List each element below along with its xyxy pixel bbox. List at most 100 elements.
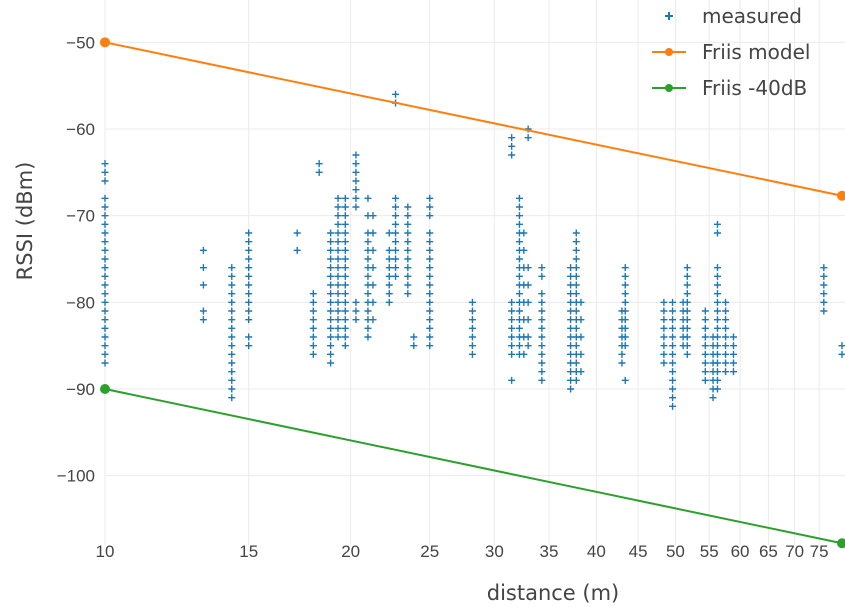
measured-point xyxy=(334,324,342,332)
measured-point xyxy=(385,298,393,306)
measured-point xyxy=(621,376,629,384)
measured-point xyxy=(101,238,109,246)
measured-point xyxy=(426,333,434,341)
measured-point xyxy=(101,255,109,263)
measured-point xyxy=(228,376,236,384)
y-tick-label: −50 xyxy=(66,33,95,52)
measured-point xyxy=(404,255,412,263)
measured-point xyxy=(334,333,342,341)
measured-point xyxy=(426,194,434,202)
measured-point xyxy=(334,272,342,280)
measured-point xyxy=(669,394,677,402)
measured-point xyxy=(334,298,342,306)
measured-point xyxy=(683,350,691,358)
measured-point xyxy=(228,342,236,350)
measured-point xyxy=(369,246,377,254)
measured-point xyxy=(621,333,629,341)
measured-point xyxy=(334,220,342,228)
measured-point xyxy=(426,264,434,272)
friis-40db-point xyxy=(837,538,845,549)
measured-point xyxy=(341,264,349,272)
measured-point xyxy=(426,290,434,298)
measured-point xyxy=(508,142,516,150)
measured-point xyxy=(820,281,828,289)
measured-point xyxy=(245,307,253,315)
x-axis-title: distance (m) xyxy=(487,581,620,605)
measured-point xyxy=(369,298,377,306)
measured-point xyxy=(683,298,691,306)
x-tick-label: 30 xyxy=(485,542,504,561)
measured-point xyxy=(683,272,691,280)
measured-point xyxy=(101,264,109,272)
measured-point xyxy=(245,281,253,289)
measured-point xyxy=(101,246,109,254)
measured-point xyxy=(101,160,109,168)
measured-point xyxy=(327,359,335,367)
x-tick-label: 65 xyxy=(759,542,778,561)
measured-point xyxy=(618,350,626,358)
measured-point xyxy=(572,281,580,289)
measured-point xyxy=(101,290,109,298)
measured-point xyxy=(524,264,532,272)
measured-point xyxy=(468,324,476,332)
measured-point xyxy=(508,151,516,159)
measured-point xyxy=(334,229,342,237)
measured-point xyxy=(293,229,301,237)
measured-point xyxy=(468,342,476,350)
measured-point xyxy=(341,246,349,254)
measured-point xyxy=(315,160,323,168)
measured-point xyxy=(426,324,434,332)
friis-model-point xyxy=(100,37,110,48)
measured-point xyxy=(341,307,349,315)
measured-point xyxy=(669,333,677,341)
measured-point xyxy=(101,359,109,367)
measured-point xyxy=(621,316,629,324)
measured-point xyxy=(669,385,677,393)
measured-point xyxy=(369,264,377,272)
measured-point xyxy=(722,333,730,341)
measured-point xyxy=(572,307,580,315)
measured-point xyxy=(327,238,335,246)
measured-point xyxy=(392,194,400,202)
legend-marker-measured xyxy=(665,12,673,20)
legend-label: Friis -40dB xyxy=(702,76,807,100)
measured-point xyxy=(621,324,629,332)
measured-point xyxy=(722,307,730,315)
measured-point xyxy=(572,359,580,367)
measured-point xyxy=(515,194,523,202)
measured-point xyxy=(538,376,546,384)
measured-point xyxy=(508,316,516,324)
measured-point xyxy=(508,376,516,384)
measured-point xyxy=(572,246,580,254)
measured-point xyxy=(729,342,737,350)
measured-point xyxy=(621,307,629,315)
measured-point xyxy=(352,160,360,168)
measured-point xyxy=(820,290,828,298)
measured-point xyxy=(392,272,400,280)
measured-point xyxy=(820,307,828,315)
measured-point xyxy=(722,298,730,306)
measured-point xyxy=(713,229,721,237)
measured-point xyxy=(352,203,360,211)
measured-point xyxy=(701,342,709,350)
measured-point xyxy=(228,281,236,289)
measured-point xyxy=(572,342,580,350)
measured-point xyxy=(713,316,721,324)
measured-point xyxy=(352,298,360,306)
measured-point xyxy=(392,238,400,246)
measured-point xyxy=(385,281,393,289)
measured-point xyxy=(669,342,677,350)
measured-point xyxy=(315,168,323,176)
measured-point xyxy=(327,255,335,263)
measured-point xyxy=(572,264,580,272)
measured-point xyxy=(538,350,546,358)
measured-point xyxy=(385,290,393,298)
measured-point xyxy=(713,264,721,272)
measured-point xyxy=(392,264,400,272)
measured-point xyxy=(309,298,317,306)
y-tick-label: −70 xyxy=(66,207,95,226)
measured-point xyxy=(334,238,342,246)
measured-point xyxy=(520,229,528,237)
measured-point xyxy=(392,203,400,211)
measured-point xyxy=(567,385,575,393)
